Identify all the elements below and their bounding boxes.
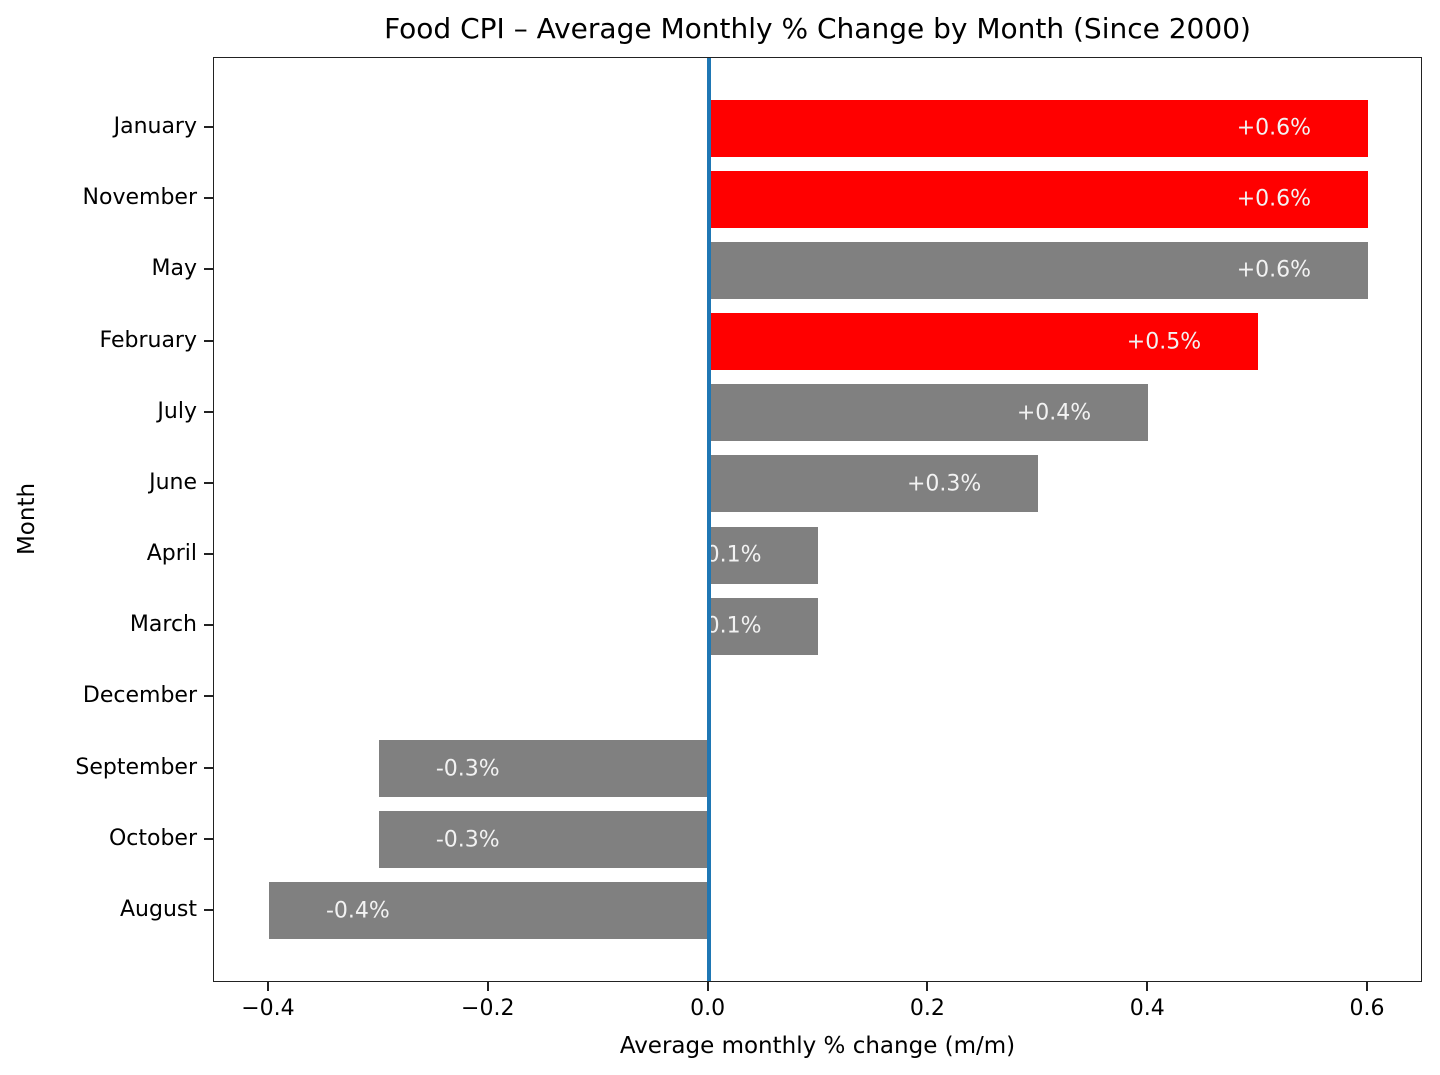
- bar-value-label: -0.3%: [435, 756, 500, 782]
- y-tick-mark: [204, 197, 213, 200]
- y-tick-mark: [204, 339, 213, 342]
- ytick-label-june: June: [149, 469, 197, 495]
- x-tick-label: 0.4: [1129, 996, 1165, 1021]
- ytick-label-february: February: [99, 327, 198, 353]
- y-tick-mark: [204, 553, 213, 556]
- bar-november: +0.6%: [708, 170, 1369, 228]
- y-tick-mark: [204, 908, 213, 911]
- bar-value-label: 0.1%: [705, 613, 762, 639]
- bar-value-label: -0.3%: [435, 827, 500, 853]
- x-tick-mark: [706, 982, 709, 991]
- y-tick-mark: [204, 766, 213, 769]
- bar-value-label: 0.1%: [705, 542, 762, 568]
- ytick-label-july: July: [157, 398, 197, 424]
- bar-february: +0.5%: [708, 313, 1259, 370]
- plot-area: +0.6% +0.6% +0.6% +0.5% +0.4% +0.3% 0.1% 0.1% -0…: [213, 57, 1422, 982]
- ytick-label-september: September: [75, 754, 197, 780]
- x-tick-mark: [926, 982, 929, 991]
- bar-may: +0.6%: [708, 241, 1369, 299]
- zero-baseline: [706, 58, 711, 981]
- x-tick-label: −0.4: [241, 996, 295, 1021]
- x-tick-label: 0.0: [690, 996, 726, 1021]
- bar-value-label: +0.6%: [1236, 115, 1312, 141]
- bar-august: -0.4%: [268, 882, 709, 940]
- y-tick-mark: [204, 268, 213, 271]
- ytick-label-november: November: [82, 185, 197, 211]
- ytick-label-october: October: [108, 825, 197, 851]
- y-tick-mark: [204, 624, 213, 627]
- bar-value-label: +0.6%: [1236, 257, 1312, 283]
- bar-march: 0.1%: [705, 597, 819, 655]
- bar-june: +0.3%: [708, 455, 1039, 513]
- ytick-label-august: August: [120, 896, 197, 922]
- y-tick-mark: [204, 410, 213, 413]
- bar-january: +0.6%: [708, 99, 1369, 157]
- bar-july: +0.4%: [708, 384, 1149, 442]
- x-tick-mark: [266, 982, 269, 991]
- x-tick-mark: [1366, 982, 1369, 991]
- bar-april: 0.1%: [705, 526, 819, 584]
- y-tick-mark: [204, 695, 213, 698]
- chart-title: Food CPI – Average Monthly % Change by M…: [384, 12, 1251, 45]
- ytick-label-december: December: [82, 683, 197, 709]
- ytick-label-april: April: [146, 541, 197, 567]
- bar-value-label: -0.4%: [325, 898, 390, 924]
- x-tick-mark: [1146, 982, 1149, 991]
- x-tick-label: 0.6: [1349, 996, 1385, 1021]
- y-tick-mark: [204, 837, 213, 840]
- bar-value-label: +0.4%: [1016, 400, 1092, 426]
- x-tick-mark: [486, 982, 489, 991]
- ytick-label-march: March: [129, 612, 197, 638]
- bar-value-label: +0.5%: [1126, 329, 1202, 354]
- x-tick-label: 0.2: [909, 996, 945, 1021]
- y-tick-mark: [204, 481, 213, 484]
- x-tick-label: −0.2: [461, 996, 515, 1021]
- bar-october: -0.3%: [378, 811, 709, 869]
- bar-value-label: +0.3%: [906, 471, 982, 497]
- x-axis-label: Average monthly % change (m/m): [619, 1033, 1016, 1059]
- ytick-label-may: May: [151, 256, 197, 282]
- ytick-label-january: January: [113, 114, 197, 139]
- bar-value-label: +0.6%: [1236, 186, 1312, 212]
- y-tick-mark: [204, 126, 213, 128]
- bar-september: -0.3%: [378, 740, 709, 798]
